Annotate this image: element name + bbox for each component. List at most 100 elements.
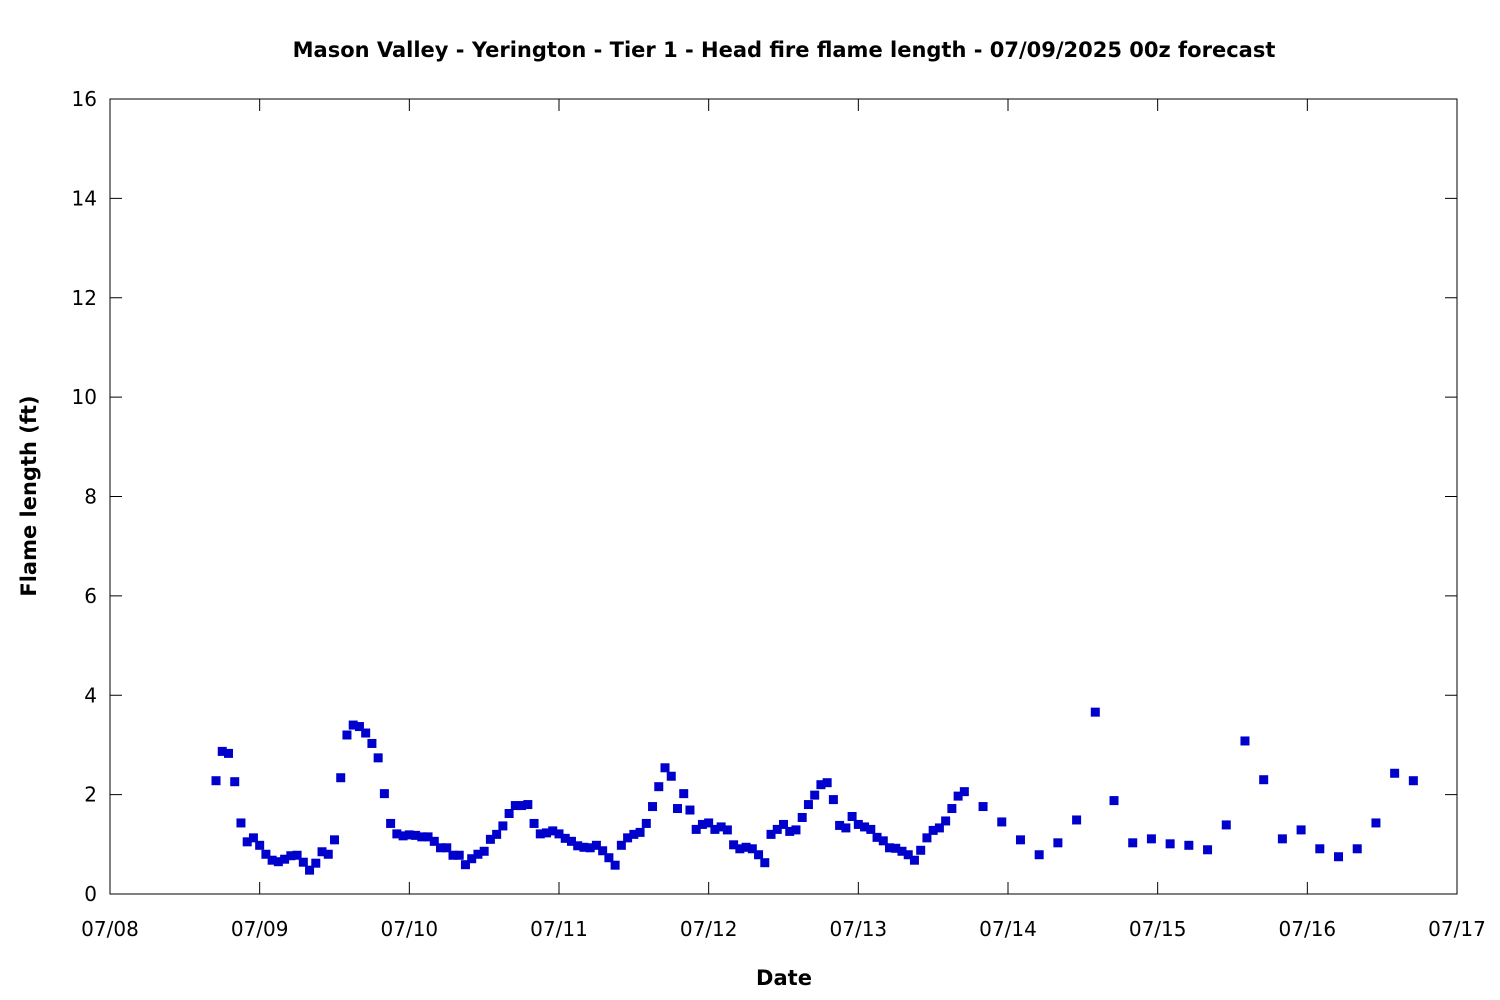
data-point: [816, 780, 826, 790]
data-point: [548, 826, 558, 836]
data-point: [1371, 818, 1381, 828]
data-point: [342, 730, 352, 740]
data-point: [323, 849, 333, 859]
y-tick-label: 6: [84, 584, 97, 608]
data-point: [610, 860, 620, 870]
y-tick-label: 10: [72, 385, 97, 409]
data-point: [679, 789, 689, 799]
data-point: [336, 773, 346, 783]
data-point: [573, 841, 583, 851]
data-point: [510, 801, 520, 811]
data-point: [635, 827, 645, 837]
data-point: [959, 787, 969, 797]
plot-frame: [109, 98, 1458, 895]
data-point: [535, 829, 545, 839]
data-point: [467, 854, 477, 864]
data-point: [716, 822, 726, 832]
data-point: [934, 823, 944, 833]
data-point: [554, 829, 564, 839]
y-tick-label: 16: [72, 87, 97, 111]
chart-title: Mason Valley - Yerington - Tier 1 - Head…: [293, 38, 1276, 62]
data-point: [529, 818, 539, 828]
x-tick-label: 07/15: [1129, 917, 1187, 941]
data-point: [1221, 820, 1231, 830]
data-point: [454, 850, 464, 860]
data-point: [1165, 839, 1175, 849]
data-point: [1109, 796, 1119, 806]
data-point: [305, 865, 315, 875]
data-point: [560, 833, 570, 843]
y-axis-label: Flame length (ft): [17, 395, 41, 596]
data-point: [803, 800, 813, 810]
y-tick-label: 8: [84, 485, 97, 509]
data-point: [822, 778, 832, 788]
data-point: [878, 836, 888, 846]
data-point: [1296, 825, 1306, 835]
data-point: [367, 738, 377, 748]
data-point: [566, 836, 576, 846]
data-point: [286, 851, 296, 861]
data-point: [860, 822, 870, 832]
x-tick-label: 07/09: [231, 917, 289, 941]
data-point: [298, 857, 308, 867]
data-point: [591, 840, 601, 850]
x-tick-label: 07/16: [1279, 917, 1337, 941]
data-point: [791, 825, 801, 835]
data-point: [953, 791, 963, 801]
data-point: [273, 857, 283, 867]
data-point: [598, 846, 608, 856]
data-point: [330, 835, 339, 845]
x-axis: 07/08 07/09 07/10 07/11 07/12 07/13 07/14 07/15…: [81, 99, 1486, 941]
data-point: [311, 858, 321, 868]
data-point: [785, 826, 795, 836]
data-point: [604, 853, 614, 863]
y-axis: 0 2 4 6 8 10 12 14 16: [72, 87, 1457, 906]
data-point: [460, 860, 470, 870]
data-point: [1259, 775, 1269, 785]
data-point: [248, 833, 258, 843]
data-point: [885, 843, 895, 853]
data-point: [666, 771, 676, 781]
data-point: [909, 855, 919, 865]
x-tick-label: 07/17: [1428, 917, 1486, 941]
data-point: [1334, 852, 1344, 862]
y-tick-label: 2: [84, 783, 97, 807]
x-axis-label: Date: [756, 966, 812, 990]
data-point: [672, 804, 682, 814]
data-point: [448, 850, 458, 860]
data-point: [685, 805, 695, 815]
data-point: [292, 850, 302, 860]
data-point: [704, 818, 714, 828]
data-point: [710, 824, 720, 834]
data-point: [729, 840, 739, 850]
data-point: [1072, 815, 1082, 825]
data-point: [479, 846, 489, 856]
data-point: [772, 824, 782, 834]
data-point: [903, 850, 913, 860]
data-point: [922, 833, 932, 843]
data-point: [236, 818, 246, 828]
data-point: [379, 789, 389, 799]
data-point: [348, 720, 358, 730]
data-point: [392, 829, 402, 839]
data-point: [417, 832, 427, 842]
data-point: [373, 753, 383, 763]
data-point: [872, 832, 882, 842]
data-point: [498, 821, 508, 831]
data-point: [797, 812, 807, 822]
data-point: [947, 804, 957, 814]
data-point: [1128, 838, 1138, 848]
data-point: [722, 825, 732, 835]
data-point: [1090, 707, 1100, 717]
data-point: [280, 854, 290, 864]
data-point: [217, 746, 227, 756]
data-point: [485, 834, 495, 844]
data-point: [242, 837, 252, 847]
data-point: [623, 833, 633, 843]
data-point: [411, 830, 421, 840]
x-tick-label: 07/10: [381, 917, 439, 941]
data-point: [866, 824, 876, 834]
data-point: [853, 819, 863, 829]
data-point: [835, 820, 845, 830]
data-point: [361, 728, 371, 738]
